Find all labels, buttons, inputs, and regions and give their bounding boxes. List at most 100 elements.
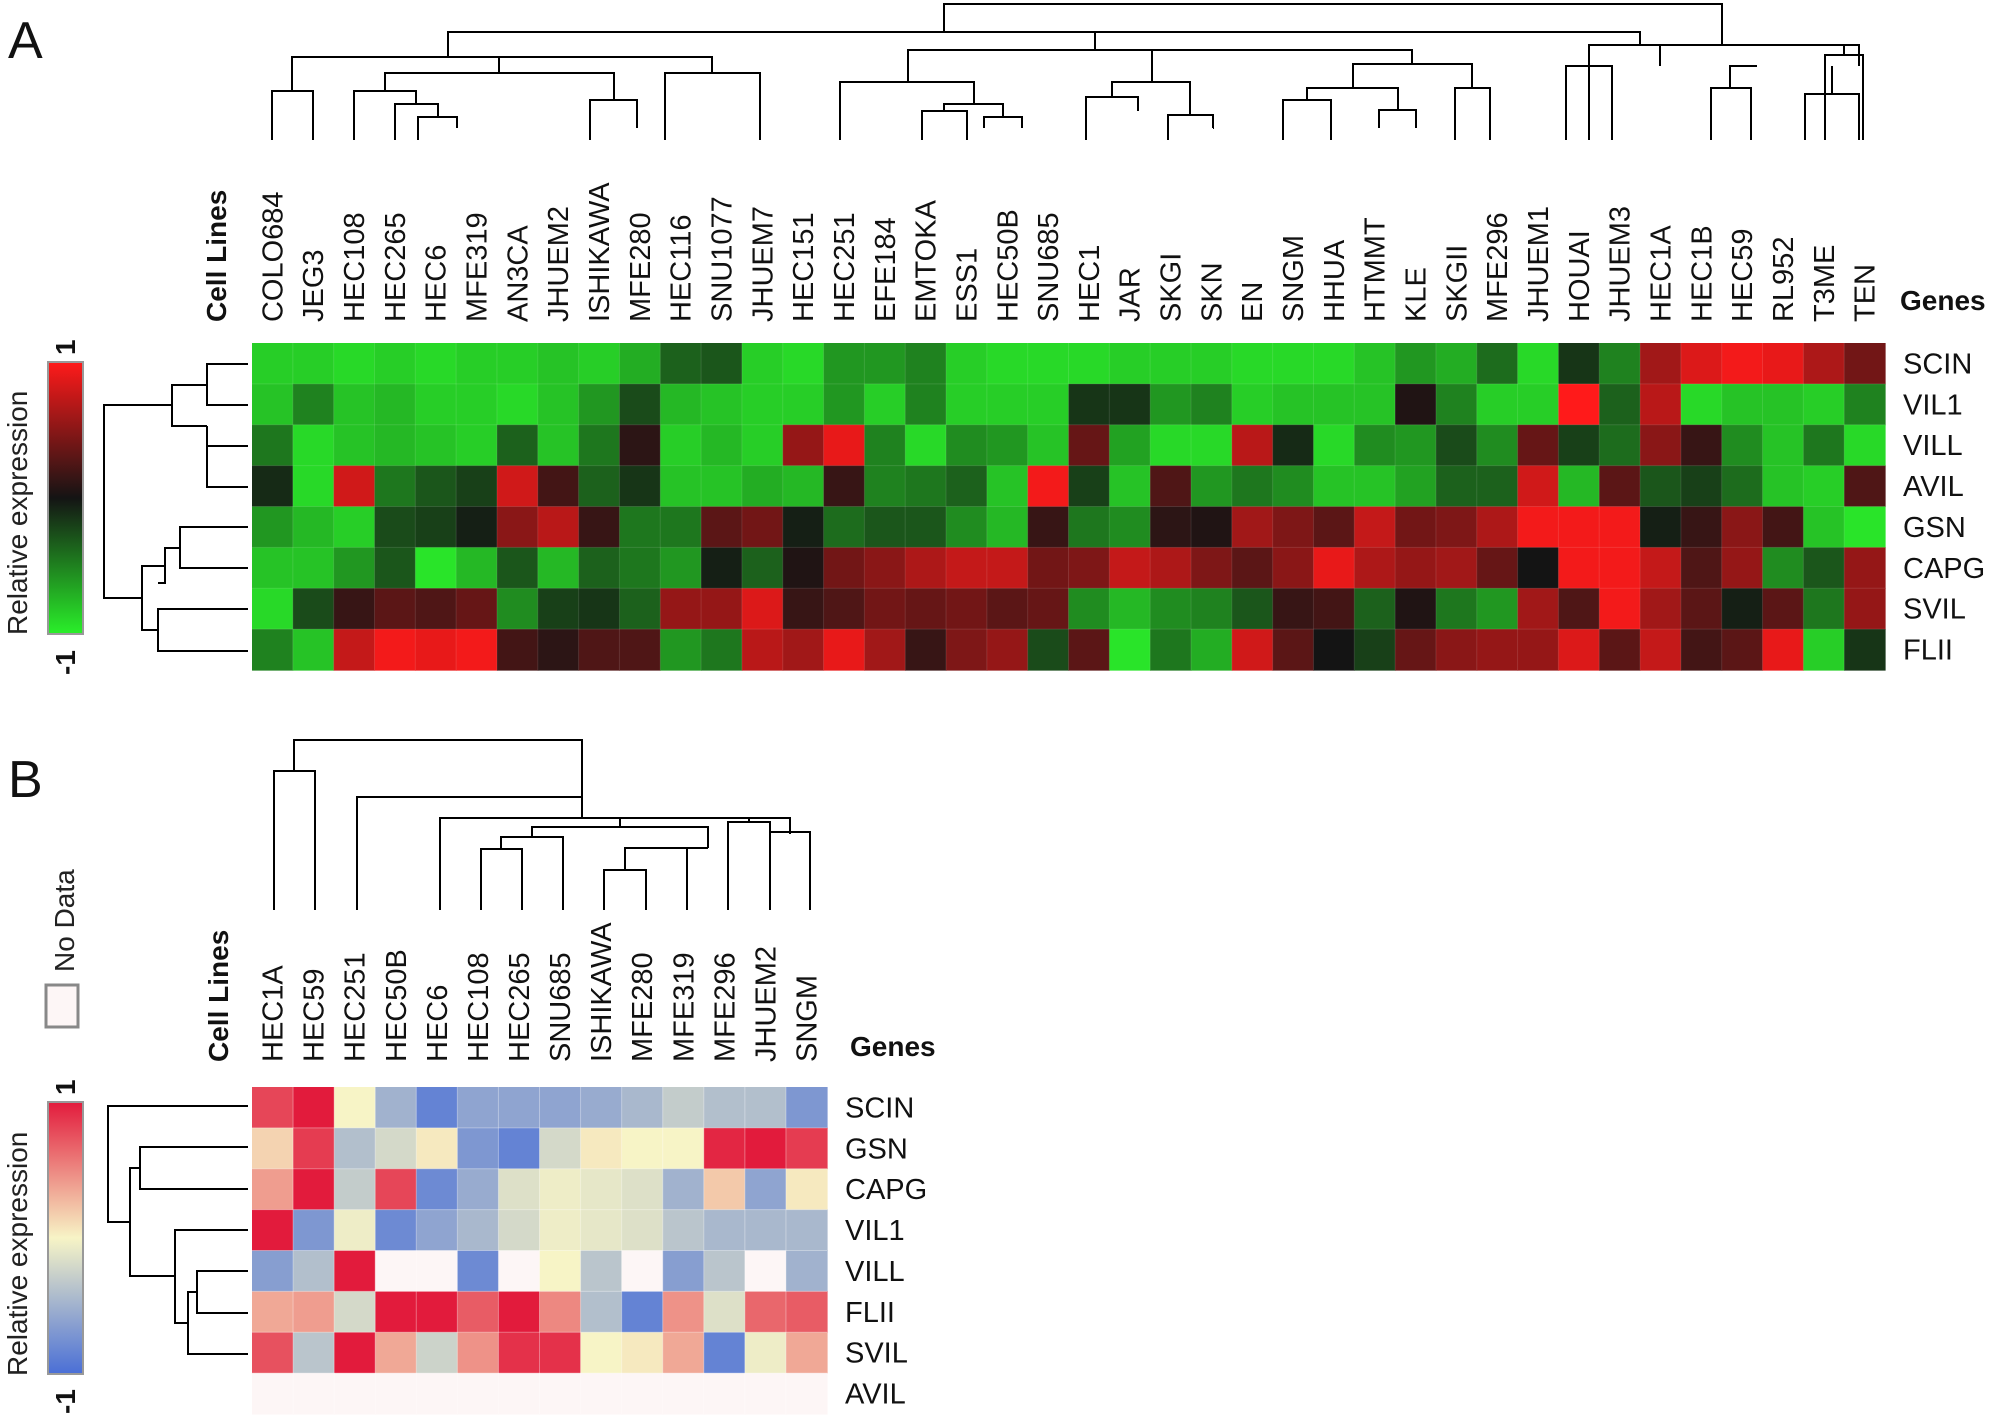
panel-b-cell-vill-mfe319	[662, 1250, 705, 1292]
panel-a-cell-flii-hec108	[333, 629, 376, 671]
panel-a-cell-gsn-kle	[1395, 506, 1437, 548]
panel-b-cell-flii-snu685	[539, 1291, 582, 1333]
panel-a-cell-flii-ishikawa	[578, 629, 621, 671]
panel-a-col-label-hec265: HEC265	[380, 212, 412, 322]
panel-a-cell-vill-hec251	[823, 424, 865, 467]
panel-a-cell-flii-sngm	[1272, 629, 1315, 671]
panel-b-cell-avil-snu685	[539, 1373, 582, 1415]
panel-a-row-label-capg: CAPG	[1903, 553, 1985, 585]
panel-a-cell-scin-en	[1231, 343, 1274, 385]
panel-a-cell-flii-mfe280	[619, 629, 661, 671]
panel-a-cell-vill-hec1a	[1640, 424, 1682, 467]
panel-b-cell-vil1-hec1a	[252, 1209, 294, 1252]
panel-a-row-label-avil: AVIL	[1903, 471, 1964, 503]
panel-a-cell-gsn-mfe280	[619, 506, 661, 548]
panel-a-cell-scin-jhuem3	[1599, 343, 1641, 385]
panel-a-cell-vill-hec1	[1068, 424, 1110, 467]
panel-a-row-label-gsn: GSN	[1903, 512, 1966, 544]
panel-a-cell-scin-hec265	[374, 343, 416, 385]
panel-a-cell-flii-kle	[1395, 629, 1437, 671]
panel-a-cell-svil-hec1b	[1680, 588, 1723, 630]
panel-b-col-label-hec6: HEC6	[422, 985, 454, 1062]
panel-a-cell-capg-hec108	[333, 547, 376, 589]
panel-a-cell-avil-rl952	[1762, 465, 1804, 508]
panel-a-col-label-rl952: RL952	[1768, 237, 1800, 322]
panel-a-col-label-hec151: HEC151	[788, 212, 820, 322]
panel-a-cell-vill-en	[1231, 424, 1274, 467]
panel-b-cell-flii-hec251	[334, 1291, 376, 1333]
panel-a-cell-vill-skgii	[1435, 424, 1478, 467]
panel-a-cell-svil-jhuem2	[537, 588, 580, 630]
panel-a-cell-svil-hec6	[415, 588, 457, 630]
panel-a-cell-capg-jhuem7	[741, 547, 784, 589]
panel-a-col-label-an3ca: AN3CA	[502, 225, 534, 322]
panel-b-cell-gsn-mfe296	[703, 1127, 746, 1170]
panel-a-col-label-ten: TEN	[1850, 264, 1882, 322]
panel-b-cell-svil-hec6	[416, 1332, 458, 1374]
panel-b-cell-gsn-hec265	[498, 1127, 541, 1170]
panel-a-cell-vill-ten	[1844, 424, 1886, 467]
panel-a-colorbar	[47, 361, 84, 635]
panel-b-cell-vil1-hec108	[457, 1209, 500, 1252]
panel-b-cell-gsn-jhuem2	[744, 1127, 787, 1170]
panel-a-cell-svil-htmmt	[1354, 588, 1396, 630]
panel-a-cell-vil1-mfe296	[1476, 383, 1519, 426]
panel-a-cell-svil-hec151	[782, 588, 825, 630]
panel-a-cell-flii-en	[1231, 629, 1274, 671]
panel-a-cell-vil1-mfe319	[456, 383, 498, 426]
panel-a-cell-vil1-t3me	[1803, 383, 1845, 426]
panel-b-cell-vill-hec59	[293, 1250, 335, 1292]
panel-a-cell-flii-jhuem3	[1599, 629, 1641, 671]
panel-a-cell-vil1-hec265	[374, 383, 416, 426]
panel-a-cell-vil1-hec1	[1068, 383, 1110, 426]
panel-b-cell-avil-hec6	[416, 1373, 458, 1415]
panel-a-col-label-mfe296: MFE296	[1482, 212, 1514, 322]
panel-a-cell-flii-skgii	[1435, 629, 1478, 671]
panel-a-col-label-jhuem7: JHUEM7	[747, 206, 779, 322]
panel-b-cell-svil-ishikawa	[580, 1332, 623, 1374]
panel-b-cell-svil-snu685	[539, 1332, 582, 1374]
panel-a-cell-vil1-hec1b	[1680, 383, 1723, 426]
panel-b-colorbar-max: 1	[50, 1079, 81, 1095]
panel-a-cell-vill-hhua	[1313, 424, 1355, 467]
panel-a-cell-vill-rl952	[1762, 424, 1804, 467]
panel-a-cell-vill-hec6	[415, 424, 457, 467]
panel-a-cell-capg-ess1	[946, 547, 988, 589]
panel-a-cell-vil1-jeg3	[292, 383, 335, 426]
panel-a-col-label-jeg3: JEG3	[298, 249, 330, 322]
panel-a-cell-gsn-jhuem1	[1517, 506, 1560, 548]
panel-a-cell-avil-skgii	[1435, 465, 1478, 508]
panel-b-cell-scin-ishikawa	[580, 1087, 623, 1129]
panel-b-cell-avil-mfe280	[621, 1373, 664, 1415]
panel-a-cell-svil-jar	[1109, 588, 1151, 630]
panel-a-cell-flii-colo684	[252, 629, 294, 671]
panel-a-cell-flii-hec50b	[986, 629, 1029, 671]
panel-a-cell-scin-jhuem1	[1517, 343, 1560, 385]
panel-b-cell-capg-hec265	[498, 1168, 541, 1211]
panel-a-cell-scin-jhuem2	[537, 343, 580, 385]
panel-a-cell-vil1-snu1077	[701, 383, 743, 426]
panel-a-cell-avil-hec6	[415, 465, 457, 508]
panel-a-cell-vill-jhuem7	[741, 424, 784, 467]
panel-a-cell-gsn-colo684	[252, 506, 294, 548]
panel-a-cell-svil-jhuem7	[741, 588, 784, 630]
panel-a-cell-capg-emtoka	[905, 547, 947, 589]
panel-b-cell-vil1-hec265	[498, 1209, 541, 1252]
panel-b-cell-gsn-mfe280	[621, 1127, 664, 1170]
panel-b-cell-flii-hec1a	[252, 1291, 294, 1333]
panel-a-cell-capg-jhuem2	[537, 547, 580, 589]
panel-a-cell-scin-colo684	[252, 343, 294, 385]
panel-a-cell-vil1-jhuem2	[537, 383, 580, 426]
panel-a-cell-svil-jhuem1	[1517, 588, 1560, 630]
panel-a-cell-gsn-ten	[1844, 506, 1886, 548]
panel-b-cell-vil1-jhuem2	[744, 1209, 787, 1252]
panel-b-cell-scin-hec265	[498, 1087, 541, 1129]
panel-a-cell-vil1-hhua	[1313, 383, 1355, 426]
panel-b-cell-svil-hec108	[457, 1332, 500, 1374]
panel-a-cell-scin-ishikawa	[578, 343, 621, 385]
panel-a-label: A	[8, 12, 43, 70]
panel-a-cell-scin-rl952	[1762, 343, 1804, 385]
panel-a-cell-vil1-skn	[1190, 383, 1233, 426]
panel-b-cell-gsn-mfe319	[662, 1127, 705, 1170]
panel-a-cell-gsn-hec116	[660, 506, 702, 548]
